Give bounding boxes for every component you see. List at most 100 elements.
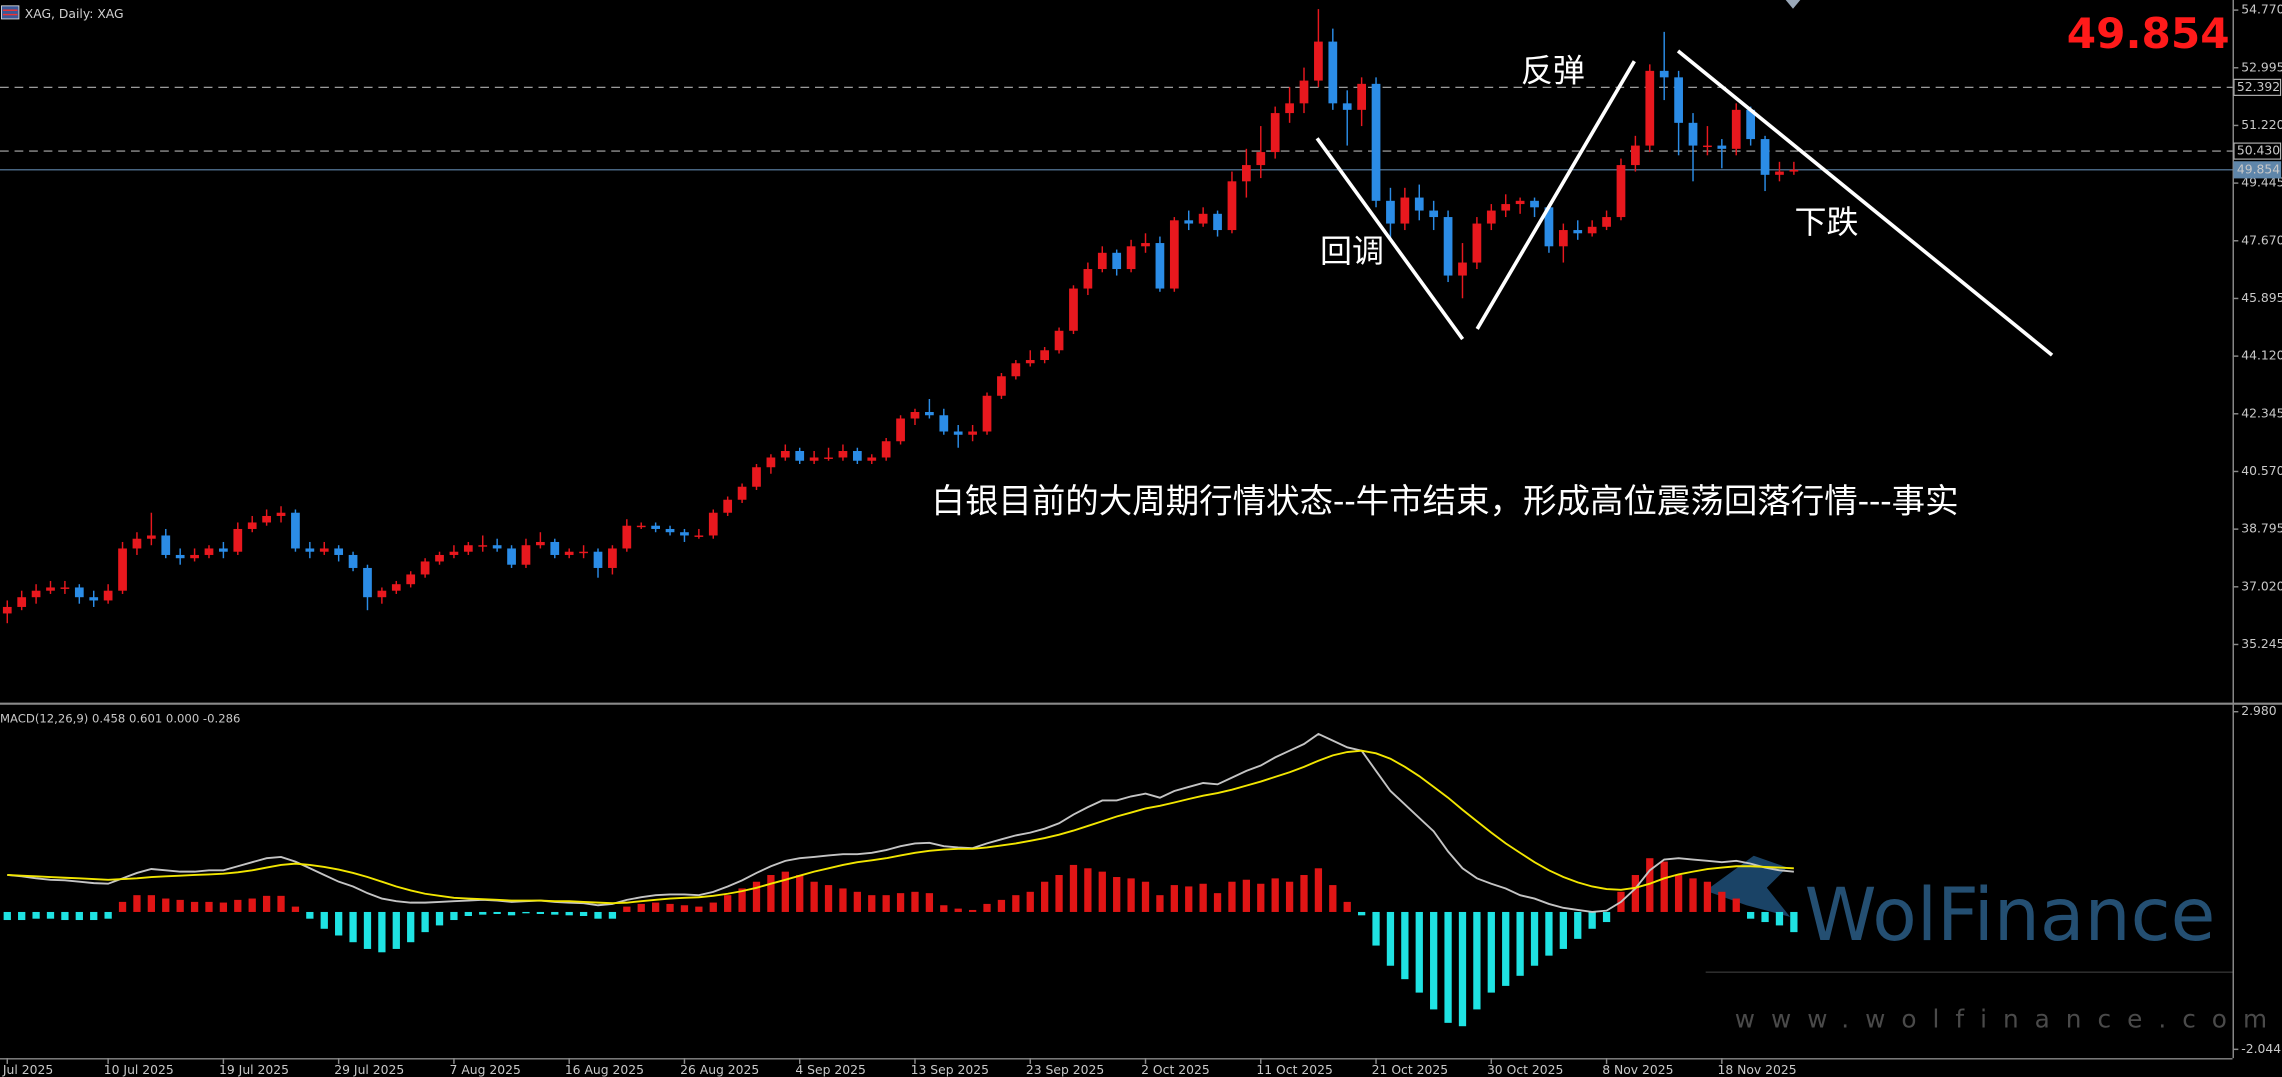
candle-body: [680, 532, 689, 536]
histogram-bar: [1069, 864, 1078, 912]
candle-body: [1631, 145, 1640, 166]
histogram-bar: [551, 911, 559, 915]
watermark-brand: WolFinance: [1805, 873, 2216, 958]
candle-body: [233, 528, 243, 552]
candle-body: [1270, 113, 1280, 153]
histogram-bar: [623, 906, 631, 912]
indicator-line: [7, 749, 1794, 905]
candle-body: [420, 561, 430, 575]
histogram-bar: [378, 911, 386, 953]
x-tick-label: 16 Aug 2025: [565, 1063, 644, 1077]
candle-body: [1342, 103, 1352, 110]
candle-body: [175, 554, 185, 559]
histogram-bar: [608, 911, 617, 919]
annotations: 回调 反弹 下跌 白银目前的大周期行情状态--牛市结束，形成高位震荡回落行情--…: [931, 49, 2054, 520]
histogram-bar: [479, 911, 487, 915]
histogram-bar: [824, 885, 833, 912]
histogram-bar: [1242, 879, 1251, 912]
histogram-bar: [1631, 875, 1640, 912]
price-level-label: 49.854: [2237, 162, 2280, 176]
y-tick-label: -2.044: [2241, 1042, 2281, 1056]
x-tick-label: 21 Oct 2025: [1372, 1063, 1448, 1077]
histogram-bar: [565, 911, 573, 916]
candle-body: [824, 457, 833, 459]
candle-body: [1400, 197, 1410, 224]
candle-body: [910, 412, 920, 419]
candle-body: [953, 431, 963, 435]
candle-body: [1198, 213, 1208, 224]
histogram-bar: [997, 899, 1006, 912]
histogram-bar: [911, 891, 919, 912]
x-tick-label: 18 Nov 2025: [1717, 1063, 1796, 1077]
candle-body: [881, 441, 891, 458]
candle-body: [1285, 103, 1294, 114]
histogram-bar: [61, 911, 69, 921]
histogram-bar: [680, 905, 689, 912]
candle-body: [103, 590, 113, 601]
candle-body: [852, 450, 862, 461]
histogram-bar: [1761, 911, 1769, 923]
candle-body: [593, 551, 603, 568]
indicator-title: MACD(12,26,9) 0.458 0.601 0.000 -0.286: [0, 711, 240, 725]
symbol-icon: [1, 5, 20, 20]
last-price: 49.854: [2067, 9, 2230, 58]
histogram-bar: [407, 911, 415, 943]
candle-body: [1746, 109, 1756, 140]
x-tick-label: Jul 2025: [2, 1063, 53, 1077]
histogram-bar: [75, 911, 83, 921]
histogram-bar: [781, 871, 789, 912]
candle-body: [867, 457, 877, 461]
histogram-bar: [18, 911, 26, 921]
candle-body: [968, 431, 977, 435]
candle-body: [334, 548, 344, 555]
price-level-box: [2233, 142, 2282, 160]
candle-body: [780, 450, 790, 458]
histogram-bar: [868, 895, 876, 912]
candle-body: [1040, 350, 1050, 361]
histogram-bar: [1386, 911, 1395, 966]
histogram-bar: [1141, 881, 1150, 912]
histogram-bar: [1285, 881, 1294, 912]
histogram-bar: [1041, 881, 1049, 912]
histogram-bar: [335, 911, 343, 936]
histogram-bar: [853, 891, 861, 912]
histogram-bar: [1559, 911, 1567, 949]
histogram-bar: [3, 911, 11, 921]
candle-body: [1602, 217, 1611, 227]
histogram-bar: [925, 893, 934, 912]
candle-body: [204, 548, 214, 555]
y-tick-label: 35.245: [2241, 637, 2282, 651]
y-tick-label: 45.895: [2241, 291, 2282, 305]
candle-body: [622, 525, 632, 549]
histogram-bar: [507, 911, 516, 916]
candle-body: [997, 376, 1006, 396]
histogram-bar: [1732, 898, 1740, 912]
histogram-bar: [450, 911, 458, 921]
candle-body: [723, 499, 733, 513]
candle-body: [17, 597, 27, 607]
candle-body: [564, 551, 574, 555]
histogram-bar: [493, 911, 501, 914]
histogram-bar: [320, 911, 328, 929]
histogram-bar: [1185, 886, 1193, 912]
candle-body: [1256, 152, 1266, 166]
y-tick-label: 52.995: [2241, 60, 2282, 74]
histogram-bar: [133, 895, 141, 912]
candle-body: [1126, 246, 1136, 270]
price-level-label: 50.430: [2237, 144, 2280, 158]
x-tick-label: 8 Nov 2025: [1602, 1063, 1673, 1077]
histogram-bar: [1084, 868, 1092, 912]
histogram-bar: [1487, 911, 1495, 993]
histogram-bar: [709, 902, 717, 912]
candle-body: [1314, 41, 1323, 81]
candle-body: [74, 587, 84, 598]
histogram-bar: [1343, 901, 1351, 912]
histogram-bar: [1026, 891, 1034, 912]
candle-body: [118, 548, 127, 591]
histogram-bar: [1314, 868, 1323, 912]
histogram-bar: [1213, 893, 1222, 912]
candle-body: [1112, 252, 1122, 270]
candle-body: [1688, 122, 1698, 146]
y-tick-label: 37.020: [2241, 579, 2282, 593]
